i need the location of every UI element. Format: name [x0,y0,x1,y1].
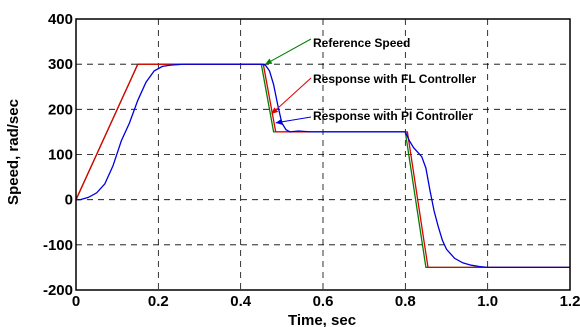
y-tick-label: 0 [65,192,73,209]
x-tick-label: 1.2 [560,293,580,310]
annotation-arrow [265,38,312,65]
x-tick-label: 0.6 [313,293,334,310]
y-axis-label: Speed, rad/sec [5,99,22,205]
grid [76,19,570,290]
y-tick-label: -200 [43,282,73,299]
annotation-arrowhead [271,107,279,114]
annotation-arrow [271,77,312,115]
x-tick-label: 0.8 [395,293,416,310]
y-tick-label: 400 [48,11,73,28]
y-tick-label: 200 [48,101,73,118]
x-tick-label: 1.0 [477,293,498,310]
x-tick-label: 0.4 [230,293,252,310]
series-group [75,63,570,269]
x-tick-label: 0.2 [148,293,169,310]
y-tick-label: -100 [43,237,73,254]
y-tick-label: 100 [48,147,73,164]
plot-frame [75,18,571,291]
annotation-label: Reference Speed [313,36,410,50]
annotation-label: Response with PI Controller [313,109,473,123]
y-tick-label: 300 [48,56,73,73]
x-tick-label: 0 [72,293,80,310]
annotation-arrowhead [275,118,283,125]
series-line-response-with-pi-controller [76,63,570,269]
annotation-arrowhead [265,58,273,65]
annotations: Reference Speed Response with FL Controll… [265,36,476,125]
tick-labels: 0 0.2 0.4 0.6 0.8 1.0 1.2 -200 -100 0 100 200 300 400 [43,11,580,310]
series-line-response-with-fl-controller [75,63,570,269]
annotation-label: Response with FL Controller [313,72,476,86]
x-axis-label: Time, sec [288,312,356,327]
